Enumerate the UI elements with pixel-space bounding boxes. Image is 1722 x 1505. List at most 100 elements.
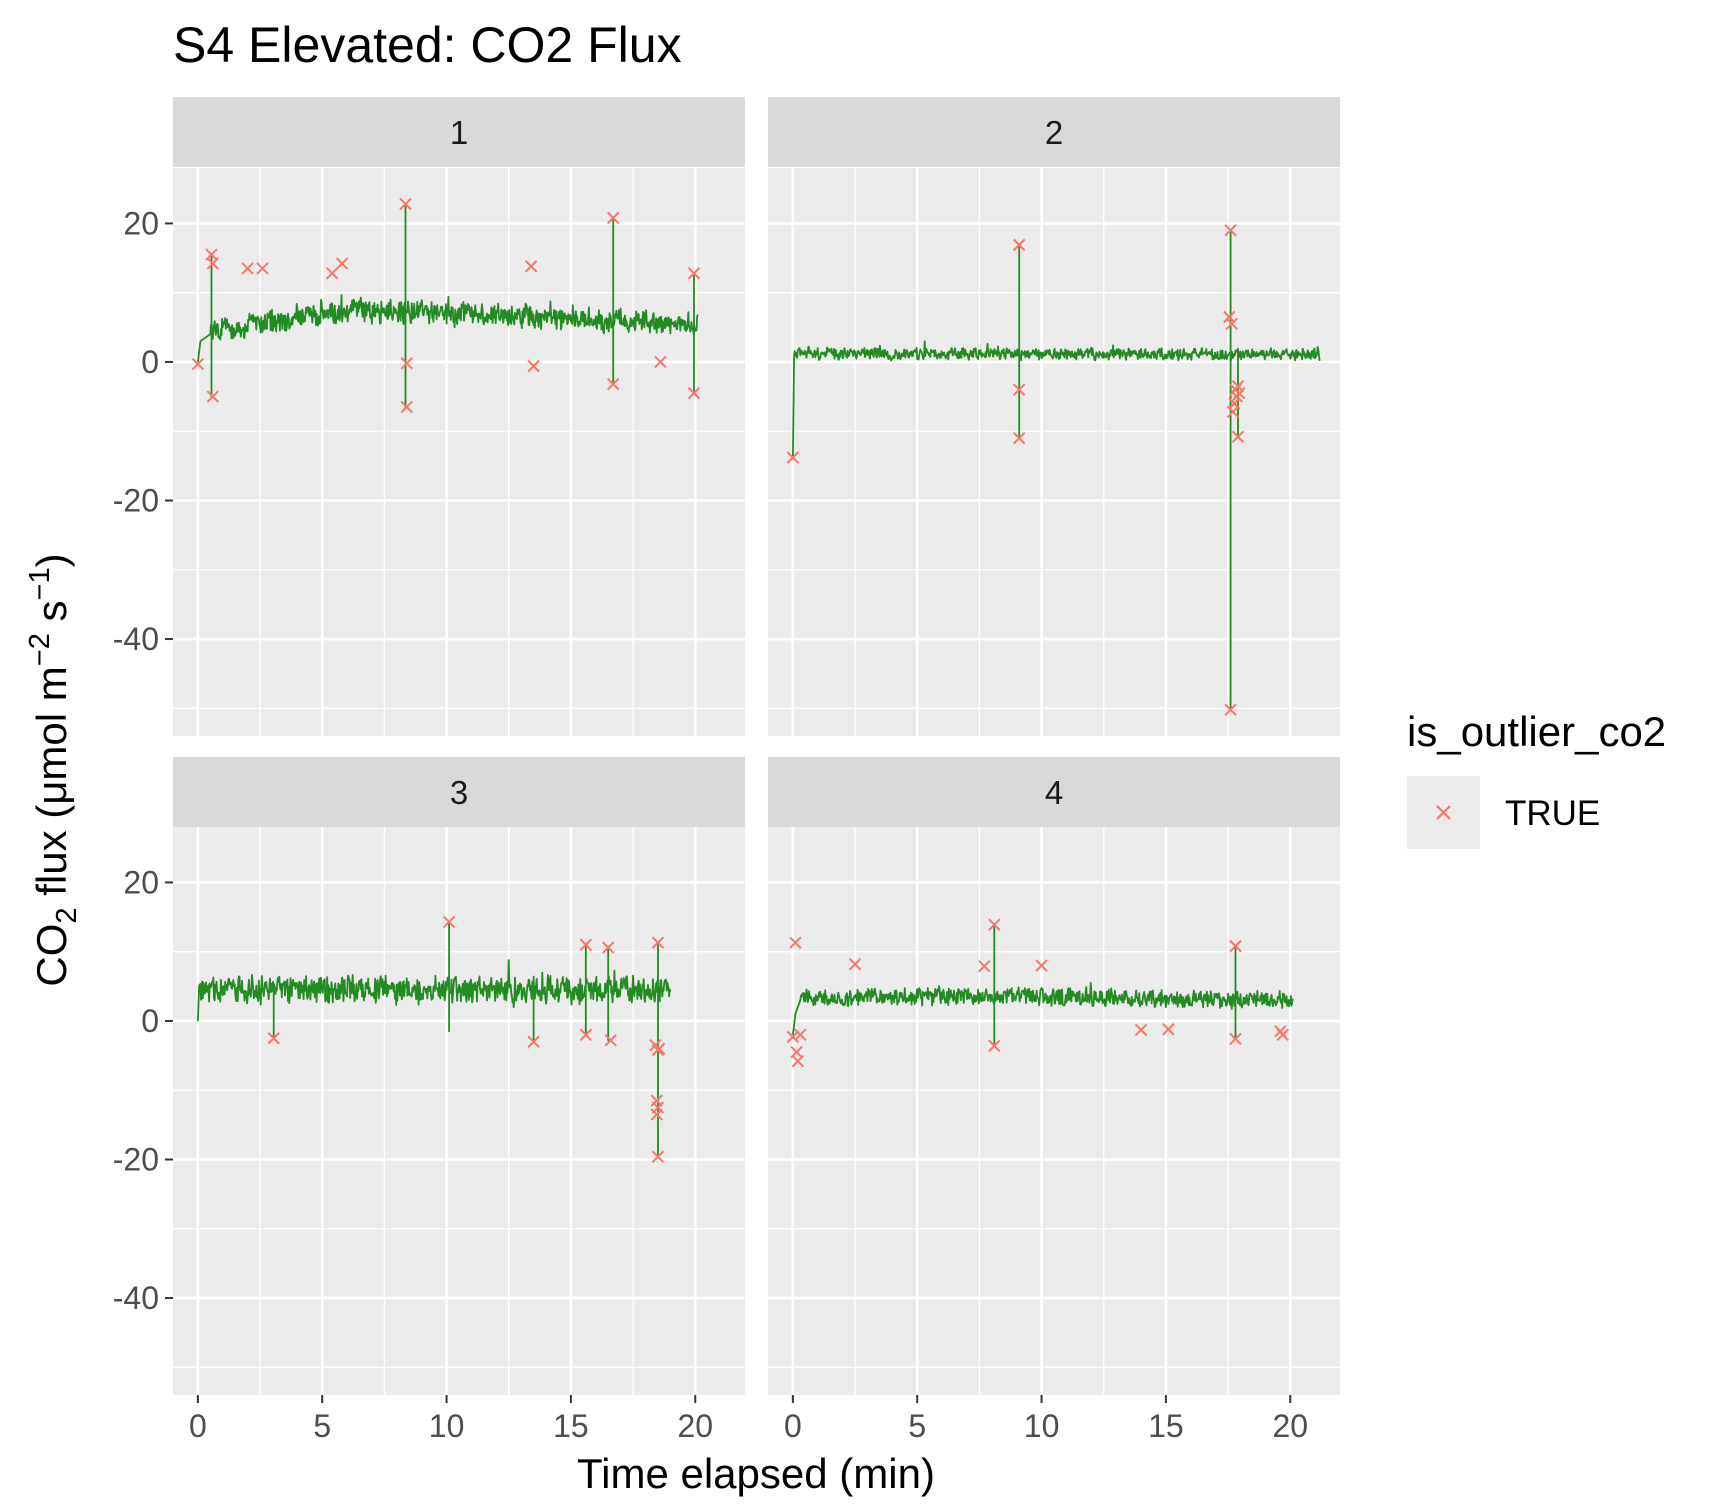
facet-panel-2: 2 <box>768 97 1340 736</box>
x-tick-label: 15 <box>553 1408 589 1444</box>
outlier-point <box>652 1042 666 1055</box>
outlier-point <box>241 262 254 275</box>
outlier-point <box>1231 430 1245 443</box>
x-tick-label: 15 <box>1148 1408 1184 1444</box>
y-axis-label: CO2 flux (μmol m−2 s−1) <box>24 553 83 986</box>
outlier-point <box>604 1034 617 1047</box>
facet-panel-1: 1 20 0 -20 -40 <box>113 97 745 736</box>
outlier-point <box>399 197 412 211</box>
facet-strip-label: 4 <box>1045 774 1063 811</box>
outlier-point <box>1223 310 1236 324</box>
y-tick-label: 20 <box>123 864 159 900</box>
series-line-co2-flux <box>792 923 1294 1047</box>
facet-panel-3: 3 20 0 -20 -40 0 5 10 15 20 <box>113 757 745 1444</box>
outlier-point <box>527 1035 540 1048</box>
panel-background <box>768 168 1340 736</box>
y-tick-label: -40 <box>113 1280 159 1316</box>
legend-title: is_outlier_co2 <box>1407 708 1666 755</box>
outlier-point <box>1035 959 1048 972</box>
outlier-point <box>1224 703 1237 716</box>
x-tick-label: 5 <box>313 1408 331 1444</box>
y-tick-label: -40 <box>113 621 159 657</box>
outlier-point <box>335 257 349 270</box>
outlier-point <box>789 936 802 949</box>
facet-strip <box>173 757 745 827</box>
legend-x-marker <box>1436 805 1451 820</box>
outlier-point <box>786 451 800 464</box>
facet-panel-4: 4 0 5 10 15 20 <box>768 757 1340 1444</box>
y-axis-title: CO2 flux (μmol m−2 s−1) <box>24 553 83 986</box>
outlier-point <box>654 355 667 369</box>
facet-strip-label: 2 <box>1045 114 1063 151</box>
legend-label-true: TRUE <box>1505 794 1600 833</box>
outlier-point <box>988 918 1001 931</box>
outlier-point <box>650 1108 663 1121</box>
outlier-point <box>1229 1032 1242 1046</box>
legend: is_outlier_co2 TRUE <box>1407 708 1666 849</box>
outlier-point <box>602 941 615 954</box>
outlier-point <box>978 960 991 973</box>
outlier-point <box>606 377 620 391</box>
outlier-point <box>325 267 339 280</box>
panel-background <box>173 827 745 1395</box>
x-tick-label: 20 <box>1272 1408 1308 1444</box>
outlier-point <box>400 400 413 414</box>
facet-strip-label: 3 <box>450 774 468 811</box>
outlier-point <box>579 1028 593 1042</box>
outlier-point <box>606 211 620 225</box>
outlier-point <box>791 1054 805 1068</box>
outlier-point <box>1229 939 1242 953</box>
outlier-point <box>1134 1023 1148 1037</box>
outlier-point <box>1012 383 1026 396</box>
outlier-point <box>1162 1023 1175 1036</box>
outlier-point <box>206 257 219 270</box>
x-axis-title: Time elapsed (min) <box>577 1450 935 1497</box>
panel-background <box>173 168 745 736</box>
y-tick-label: -20 <box>113 1141 159 1177</box>
outlier-point <box>256 262 269 275</box>
legend-x-mark <box>1436 805 1451 820</box>
y-tick-label: 0 <box>141 344 159 380</box>
x-tick-label: 0 <box>784 1408 802 1444</box>
outlier-point <box>1276 1028 1290 1042</box>
series-line-co2-flux <box>792 229 1321 711</box>
facet-panels: 1 20 0 -20 -40 2 3 20 0 -20 -40 0 5 10 15 20 4 0 5 10 15 20 <box>113 97 1340 1444</box>
outlier-point <box>400 357 413 370</box>
y-tick-label: 20 <box>123 205 159 241</box>
facet-strip <box>768 757 1340 827</box>
series-line-co2-flux <box>197 203 699 408</box>
x-tick-label: 5 <box>908 1408 926 1444</box>
outlier-point <box>651 1150 665 1163</box>
x-tick-label: 10 <box>429 1408 465 1444</box>
facet-strip-label: 1 <box>450 114 468 151</box>
outlier-point <box>687 267 701 280</box>
x-tick-label: 0 <box>189 1408 207 1444</box>
outlier-point <box>442 915 456 929</box>
y-tick-label: -20 <box>113 482 159 518</box>
outlier-point <box>524 260 538 273</box>
outlier-point <box>786 1030 800 1044</box>
outlier-point <box>1233 386 1246 400</box>
facet-strip <box>768 97 1340 167</box>
facet-strip <box>173 97 745 167</box>
outlier-point <box>794 1028 807 1042</box>
outlier-point <box>206 390 219 403</box>
outlier-point <box>579 938 593 951</box>
outlier-point <box>988 1039 1001 1053</box>
x-tick-label: 10 <box>1024 1408 1060 1444</box>
outlier-point <box>651 936 665 949</box>
chart-title: S4 Elevated: CO2 Flux <box>173 17 682 73</box>
outlier-point <box>267 1032 280 1045</box>
outlier-point <box>1012 431 1026 445</box>
outlier-point <box>1012 238 1026 252</box>
outlier-point <box>687 386 701 400</box>
outlier-point <box>1228 397 1241 410</box>
outlier-point <box>1224 224 1237 237</box>
outlier-point <box>848 957 862 971</box>
outlier-point <box>527 359 540 373</box>
panel-background <box>768 827 1340 1395</box>
outlier-point <box>191 357 205 371</box>
series-line-co2-flux <box>197 921 672 1158</box>
x-tick-label: 20 <box>677 1408 713 1444</box>
